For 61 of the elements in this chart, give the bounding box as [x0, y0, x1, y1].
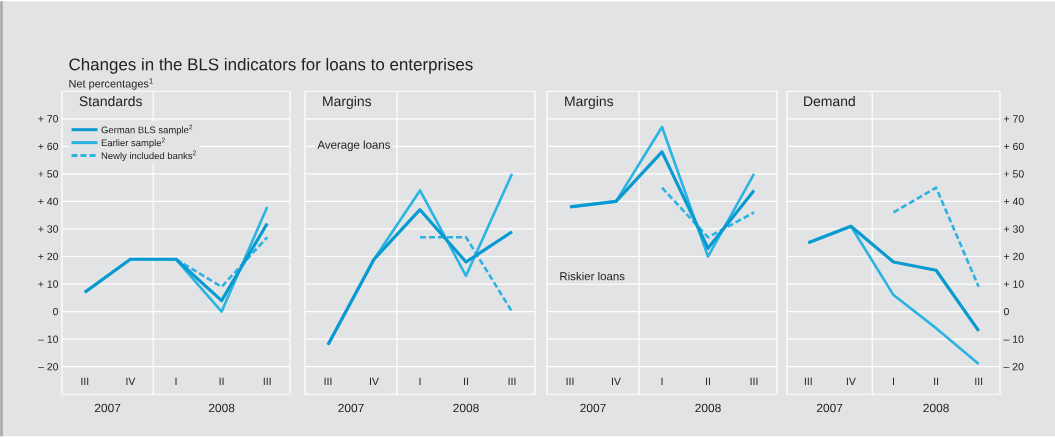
x-tick-label: I — [419, 378, 421, 386]
y-tick-label: + 70 — [1004, 115, 1024, 123]
y-tick-label: + 60 — [38, 142, 59, 151]
x-tick-label: IV — [126, 378, 136, 386]
text: 2007 — [580, 404, 606, 413]
legend-label: German BLS sample$^{2}$ — [101, 124, 193, 136]
legend-label: Newly included banks$^{2}$ — [101, 150, 196, 162]
x-tick-label: IV — [846, 378, 856, 386]
y-tick-label: + 50 — [38, 170, 59, 178]
line-series — [83, 222, 269, 303]
text: Net percentages$^{1}$ — [69, 78, 153, 90]
x-tick-label: III — [263, 378, 271, 386]
x-tick-label: III — [508, 378, 516, 386]
text: 2007 — [816, 404, 843, 413]
text: Changes in the BLS indicators for loans to enterprises — [69, 58, 473, 74]
x-tick-label: IV — [370, 378, 379, 386]
y-tick-label: + 50 — [1004, 170, 1024, 178]
text: 2008 — [695, 404, 721, 413]
x-tick-label: III — [750, 378, 758, 386]
x-tick-label: III — [804, 378, 812, 386]
x-tick-label: I — [661, 378, 663, 386]
text: 2008 — [923, 404, 949, 413]
y-tick-label: + 40 — [1004, 197, 1024, 206]
y-tick-label: + 70 — [38, 115, 59, 123]
y-tick-label: + 60 — [1004, 142, 1024, 151]
chart-title: Margins — [565, 96, 614, 110]
text: 2007 — [94, 404, 121, 413]
x-tick-label: II — [934, 378, 939, 386]
chart-title: Margins — [323, 96, 372, 110]
y-tick-label: + 10 — [38, 280, 59, 289]
x-tick-label: IV — [612, 378, 621, 386]
y-tick-label: + 10 — [1004, 280, 1024, 289]
x-tick-label: III — [81, 378, 89, 386]
y-tick-label: – 10 — [38, 335, 59, 344]
x-tick-label: III — [566, 378, 574, 386]
y-tick-label: + 20 — [1004, 253, 1024, 261]
chart-title: Standards — [79, 96, 142, 107]
y-tick-label: + 30 — [38, 225, 59, 233]
annotation: Average loans — [317, 140, 390, 152]
text: 2008 — [453, 404, 479, 413]
y-tick-label: – 20 — [1003, 363, 1024, 371]
x-tick-label: II — [706, 378, 710, 386]
y-tick-label: + 40 — [38, 197, 59, 206]
y-tick-label: – 10 — [1003, 335, 1024, 344]
y-tick-label: 0 — [1003, 308, 1009, 316]
text: 2007 — [338, 404, 364, 413]
x-tick-label: III — [975, 378, 983, 386]
y-tick-label: + 20 — [38, 253, 59, 261]
x-tick-label: I — [893, 378, 894, 386]
legend-label: Earlier sample$^{2}$ — [101, 137, 165, 149]
annotation: Riskier loans — [560, 272, 625, 281]
y-tick-label: 0 — [53, 308, 59, 316]
y-tick-label: – 20 — [38, 363, 59, 371]
x-tick-label: II — [464, 378, 468, 386]
x-tick-label: III — [324, 378, 332, 386]
chart-title: Demand — [804, 96, 855, 107]
y-tick-label: + 30 — [1004, 225, 1024, 233]
x-tick-label: I — [175, 378, 177, 386]
text: 2008 — [208, 404, 235, 413]
line-series — [806, 224, 981, 333]
x-tick-label: II — [219, 378, 224, 386]
